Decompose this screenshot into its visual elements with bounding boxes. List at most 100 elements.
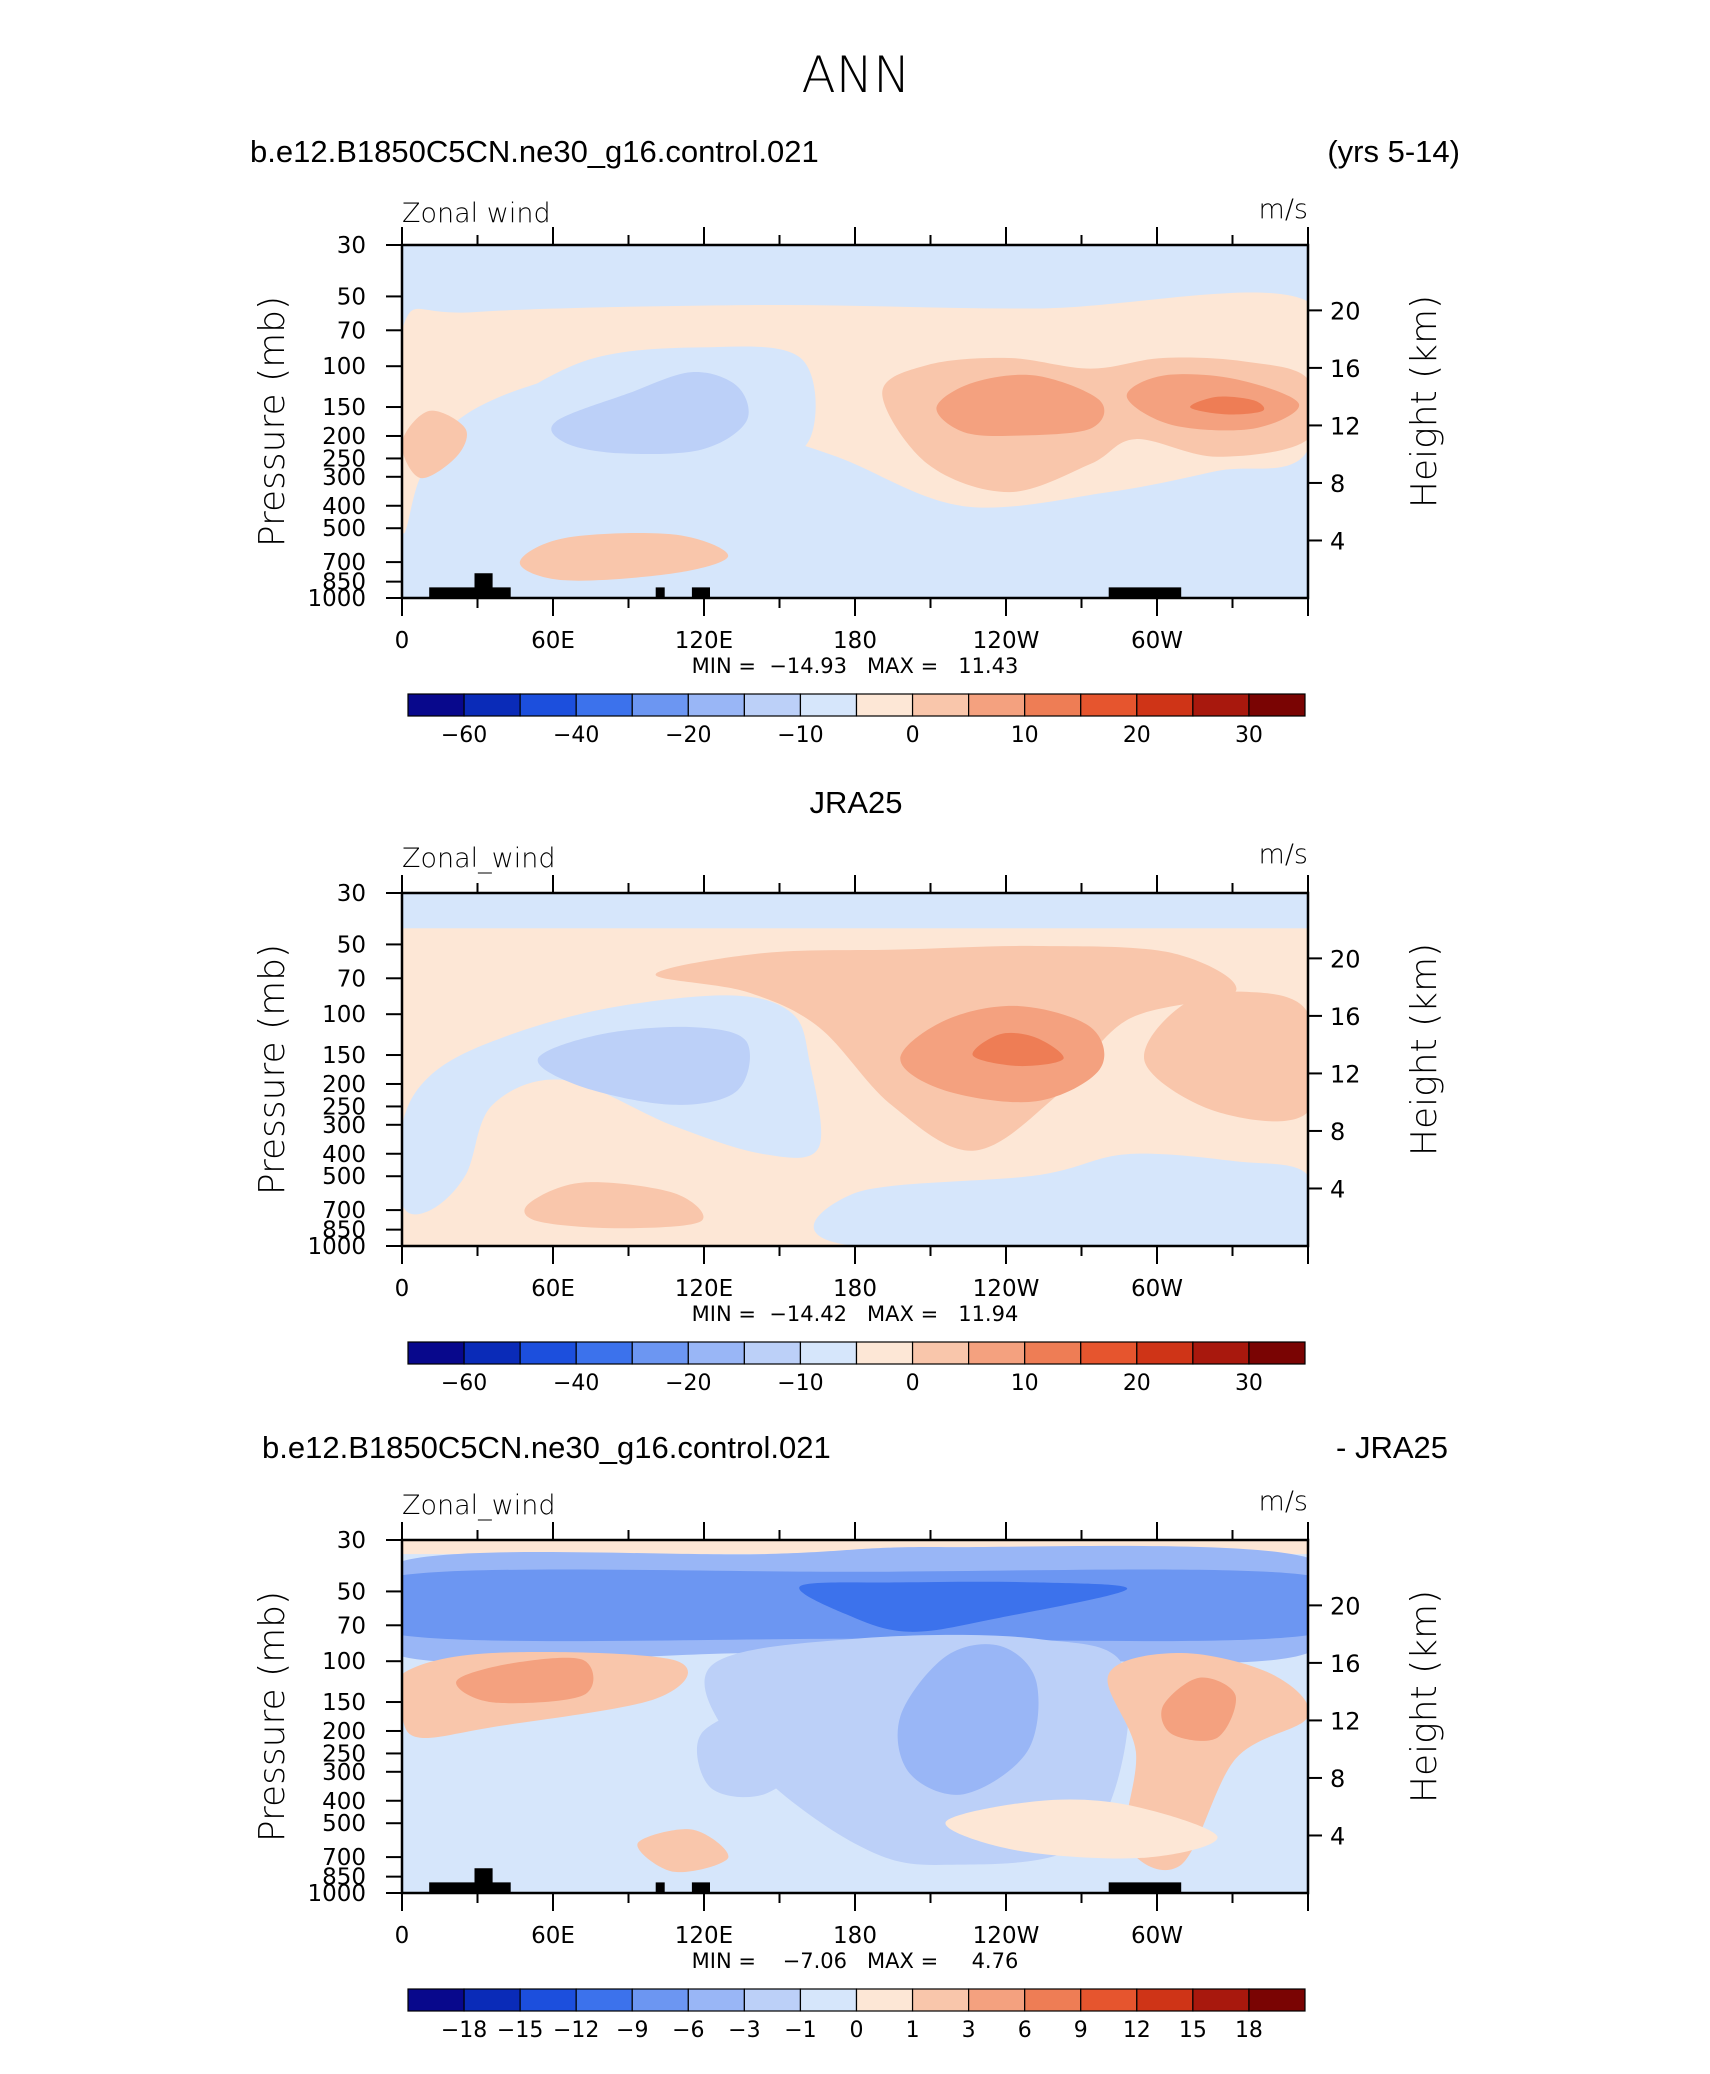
y-tick-label: 150 <box>322 1043 366 1069</box>
y-tick-label: 850 <box>322 1218 366 1244</box>
panel-1-var-label: Zonal wind <box>402 198 551 229</box>
y-tick-label: 200 <box>322 424 366 450</box>
colorbar-swatch <box>407 693 465 717</box>
height-tick-label: 16 <box>1330 1003 1361 1031</box>
field-contour-positive <box>519 533 729 581</box>
y-tick-label: 250 <box>322 1741 366 1767</box>
y-tick-label: 200 <box>322 1719 366 1745</box>
x-tick-label: 120W <box>973 628 1040 654</box>
y-axis-label: Pressure (mb) <box>252 296 293 547</box>
colorbar-swatch <box>1136 1988 1194 2012</box>
y-tick-label: 100 <box>322 354 366 380</box>
y-tick-label: 100 <box>322 1649 366 1675</box>
panel-1-left-title: b.e12.B1850C5CN.ne30_g16.control.021 <box>250 134 819 169</box>
colorbar-swatch <box>911 1341 970 1365</box>
field-contour-positive <box>402 410 467 479</box>
y-tick-label: 70 <box>337 318 366 344</box>
colorbar-label: 10 <box>1011 723 1039 748</box>
topography-mask <box>691 587 710 598</box>
contour-field <box>402 893 1308 1246</box>
colorbar-swatch <box>968 1988 1026 2012</box>
colorbar-swatch <box>407 1988 465 2012</box>
y-tick-label: 250 <box>322 446 366 472</box>
height-tick-label: 12 <box>1330 1060 1361 1088</box>
colorbar-swatch <box>1248 1988 1306 2012</box>
colorbar-swatch <box>519 1341 577 1365</box>
height-axis-label: Height (km) <box>1404 943 1445 1156</box>
panel-2-units: m/s <box>1259 839 1308 870</box>
panel-1-units: m/s <box>1259 194 1308 225</box>
x-tick-label: 60E <box>531 1276 575 1302</box>
colorbar: −60 −40 −20 −10 0 10 20 30 <box>407 693 1306 748</box>
colorbar-swatch <box>743 1341 802 1365</box>
colorbar-swatch <box>687 1988 745 2012</box>
height-tick-label: 16 <box>1330 1650 1361 1678</box>
colorbar-swatch <box>687 1341 745 1365</box>
colorbar-label: 10 <box>1011 1371 1039 1396</box>
y-tick-label: 70 <box>337 966 366 992</box>
field-contour-positive <box>972 1032 1064 1067</box>
colorbar-swatch <box>1136 1341 1194 1365</box>
field-contour-negative <box>813 1153 1308 1246</box>
colorbar-label: 9 <box>1074 2018 1088 2043</box>
x-tick-label: 0 <box>395 628 410 654</box>
height-axis-label: Height (km) <box>1404 295 1445 508</box>
colorbar-label: −60 <box>441 723 487 748</box>
colorbar-label: 18 <box>1235 2018 1263 2043</box>
field-contour-positive <box>936 374 1105 437</box>
colorbar-label: −40 <box>553 1371 599 1396</box>
height-tick-label: 20 <box>1330 945 1361 973</box>
y-tick-label: 30 <box>337 881 366 907</box>
panel-3-left-title: b.e12.B1850C5CN.ne30_g16.control.021 <box>262 1430 831 1465</box>
topography-mask <box>429 1868 511 1893</box>
field-contour-positive <box>524 1182 704 1229</box>
colorbar-swatch <box>743 693 802 717</box>
height-tick-label: 16 <box>1330 355 1361 383</box>
colorbar-label: 30 <box>1235 723 1263 748</box>
x-tick-label: 60W <box>1131 1276 1183 1302</box>
y-tick-label: 700 <box>322 1845 366 1871</box>
height-axis-label: Height (km) <box>1404 1590 1445 1803</box>
field-contour-positive <box>1144 991 1308 1122</box>
field-contour-negative <box>537 1026 750 1105</box>
topography-mask <box>691 1882 710 1893</box>
colorbar-swatch <box>631 1341 689 1365</box>
x-tick-label: 180 <box>833 1923 877 1949</box>
colorbar-swatch <box>1192 1341 1250 1365</box>
y-axis-label: Pressure (mb) <box>252 1591 293 1842</box>
panel-1-right-title: (yrs 5-14) <box>1327 134 1460 169</box>
y-tick-label: 400 <box>322 1789 366 1815</box>
y-tick-label: 30 <box>337 233 366 259</box>
colorbar-swatch <box>1248 1341 1306 1365</box>
y-tick-label: 30 <box>337 1528 366 1554</box>
colorbar-swatch <box>1080 1341 1138 1365</box>
colorbar-swatch <box>968 1341 1026 1365</box>
panel-observations: 3050701001502002503004005007008501000201… <box>252 875 1445 1396</box>
height-tick-label: 4 <box>1330 1822 1345 1850</box>
colorbar-swatch <box>575 693 633 717</box>
y-tick-label: 300 <box>322 465 366 491</box>
colorbar-label: −10 <box>777 1371 823 1396</box>
y-tick-label: 250 <box>322 1094 366 1120</box>
colorbar-swatch <box>575 1341 633 1365</box>
panel-3-units: m/s <box>1259 1486 1308 1517</box>
colorbar-swatch <box>1080 1988 1138 2012</box>
figure-title: ANN <box>801 46 910 104</box>
colorbar-label: 30 <box>1235 1371 1263 1396</box>
x-tick-label: 120E <box>675 1923 733 1949</box>
height-tick-label: 20 <box>1330 297 1361 325</box>
colorbar-label: −12 <box>553 2018 599 2043</box>
colorbar-swatch <box>855 693 914 717</box>
y-tick-label: 500 <box>322 1164 366 1190</box>
x-tick-label: 180 <box>833 1276 877 1302</box>
x-tick-label: 120W <box>973 1923 1040 1949</box>
field-contour-negative <box>402 893 1308 929</box>
y-tick-label: 300 <box>322 1113 366 1139</box>
field-contour-negative <box>696 1709 810 1798</box>
contour-field <box>402 245 1308 598</box>
panel-3-right-title: - JRA25 <box>1336 1430 1448 1465</box>
y-tick-label: 1000 <box>307 1234 366 1260</box>
colorbar-swatch <box>1192 693 1250 717</box>
y-tick-label: 150 <box>322 1690 366 1716</box>
field-contour-positive <box>456 1657 594 1704</box>
